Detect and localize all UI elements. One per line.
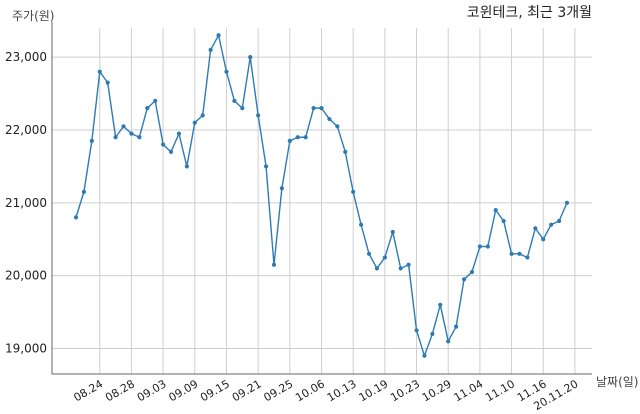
data-point [493,208,498,213]
x-tick-label: 09.09 [167,377,201,404]
data-point [105,80,110,85]
data-point [121,124,126,129]
x-tick-label: 11.10 [483,377,517,404]
y-tick-label: 19,000 [5,342,47,356]
y-tick-label: 22,000 [5,123,47,137]
x-tick-label: 08.28 [103,377,137,404]
data-point [556,218,562,224]
data-point [422,353,427,358]
data-point [430,331,435,337]
data-point [358,222,364,227]
data-point [89,138,94,144]
data-point [224,69,229,74]
x-tick-label: 10.13 [325,377,359,404]
y-axis-label: 주가(원) [12,9,54,23]
data-point [263,164,269,169]
data-point [525,255,530,260]
data-point [137,135,142,140]
data-point [208,47,213,52]
data-point [192,120,197,125]
x-tick-label: 09.21 [230,377,264,404]
data-point [382,255,387,260]
data-point [446,339,451,344]
data-point [549,222,554,227]
x-axis-label: 날짜(일) [596,375,638,389]
data-point [398,266,403,271]
data-point [454,324,459,329]
data-point [200,113,205,118]
data-point [73,215,79,220]
data-point [295,135,300,140]
x-tick-label: 10.06 [293,377,327,404]
data-point [351,189,356,194]
data-point [414,328,419,333]
data-point [176,131,182,136]
data-point [279,186,285,191]
data-point [240,106,245,111]
data-point [97,69,102,74]
x-tick-label: 09.15 [198,377,232,404]
x-tick-label: 10.19 [357,377,391,404]
x-tick-label: 11.04 [452,377,486,404]
tick-labels: 19,000 20,000 21,000 22,000 23,000 08.2408.28… [5,50,580,413]
data-point [248,55,253,60]
x-tick-label: 10.29 [420,377,454,404]
data-point [184,164,189,169]
axes [51,22,592,375]
data-point [477,244,482,249]
data-point [509,251,514,256]
data-point [390,229,395,235]
x-tick-label: 09.25 [262,377,296,404]
data-point [485,244,490,249]
data-point [319,106,324,111]
data-point [501,218,506,224]
data-point [541,237,546,242]
x-tick-label: 08.24 [71,377,105,404]
y-tick-label: 21,000 [5,196,47,210]
data-point [406,262,411,267]
data-point [129,131,134,136]
price-series [73,33,570,358]
data-point [113,135,118,140]
data-point [327,116,332,122]
data-point [303,135,308,140]
data-point [469,269,475,275]
data-point [438,302,443,307]
data-point [145,106,150,111]
x-tick-label: 09.03 [135,377,169,404]
data-point [335,124,340,129]
data-point [533,226,538,231]
data-point [564,200,570,205]
data-point [343,149,348,154]
data-point [311,106,316,111]
chart-title: 코윈테크, 최근 3개월 [467,5,592,21]
data-point [271,262,277,267]
data-point [161,142,166,147]
data-point [287,138,292,144]
data-point [517,251,522,256]
grid-lines [52,28,592,374]
data-point [216,33,221,38]
data-point [232,98,237,103]
data-point [366,251,372,256]
data-point [168,149,174,154]
y-tick-label: 23,000 [5,50,47,64]
data-point [461,277,467,282]
data-point [81,189,87,194]
data-point [153,98,158,103]
data-point [256,113,261,118]
x-tick-label: 10.23 [388,377,422,404]
y-tick-label: 20,000 [5,269,47,283]
data-point [374,266,380,271]
